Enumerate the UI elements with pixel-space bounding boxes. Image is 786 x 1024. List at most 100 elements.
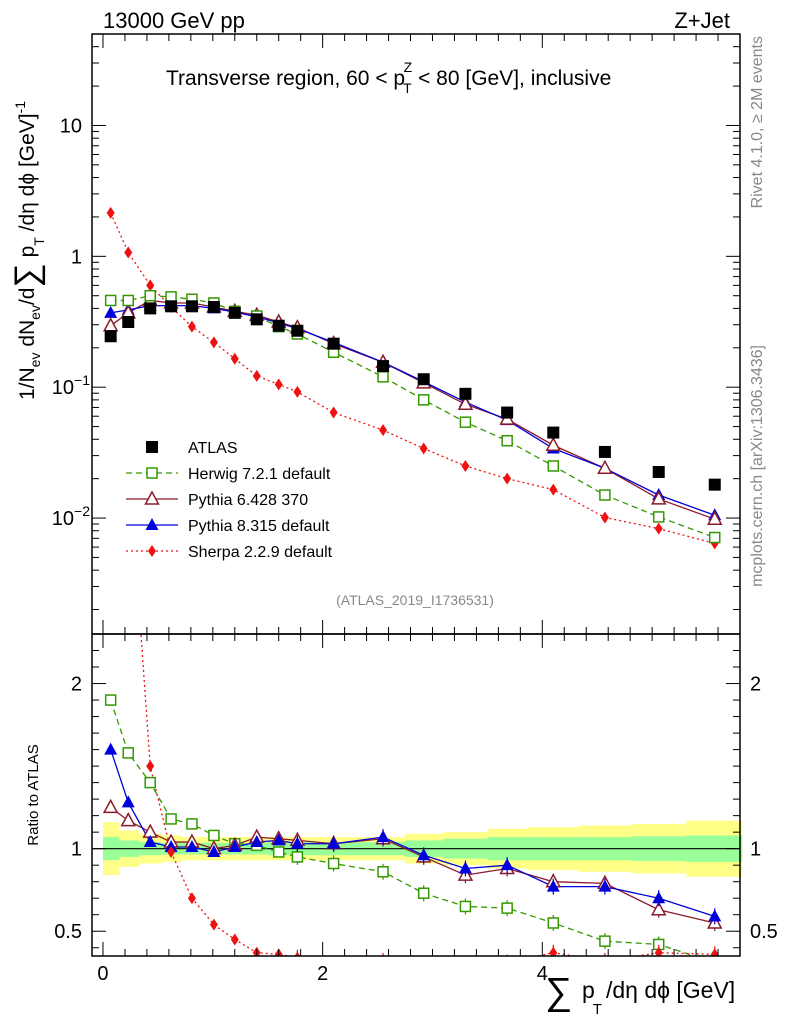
y-axis-label-main: 1/Nev dNev/d∑ pT /dη dϕ [GeV]-1	[8, 101, 47, 400]
plot-frames	[91, 33, 741, 957]
point-sherpa	[187, 320, 196, 333]
point-herwig	[122, 294, 134, 307]
point-atlas	[459, 387, 472, 400]
point-atlas	[144, 302, 157, 315]
legend-label-sherpa: Sherpa 2.2.9 default	[188, 544, 333, 561]
ratio-point-sherpa	[461, 962, 469, 974]
point-sherpa	[274, 378, 283, 391]
point-pythia6	[706, 510, 723, 525]
point-atlas	[228, 306, 241, 319]
legend-label-atlas: ATLAS	[188, 440, 238, 457]
data-series	[102, 206, 723, 974]
ratio-y-tick-label-right: 1	[750, 839, 761, 861]
ratio-point-herwig	[547, 917, 560, 929]
ratio-point-sherpa	[382, 954, 384, 956]
ratio-point-pythia8	[708, 909, 722, 922]
point-atlas	[501, 406, 514, 419]
ratio-point-pythia8	[290, 836, 304, 849]
point-herwig	[708, 531, 721, 544]
point-atlas	[547, 426, 560, 439]
point-sherpa	[419, 442, 428, 455]
point-pythia6	[545, 436, 562, 452]
y-axis-label-ratio: Ratio to ATLAS	[25, 744, 42, 845]
ratio-point-sherpa	[230, 933, 239, 946]
legend-marker-atlas	[146, 441, 158, 453]
point-pythia8	[104, 305, 118, 318]
point-sherpa	[600, 511, 609, 524]
point-sherpa	[503, 472, 512, 485]
point-sherpa	[379, 424, 388, 437]
ratio-point-herwig	[144, 776, 156, 789]
mcplots-label: mcplots.cern.ch [arXiv:1306.3436]	[749, 345, 766, 587]
legend-marker-herwig	[146, 467, 158, 479]
ratio-point-pythia8	[207, 844, 221, 857]
ratio-point-sherpa	[124, 446, 132, 458]
ratio-point-pythia8	[417, 848, 431, 861]
title-text: Transverse region, 60 < pTZ < 80 [GeV], …	[166, 59, 611, 96]
ratio-point-pythia8	[376, 830, 390, 843]
ratio-point-herwig	[710, 958, 720, 968]
ratio-y-tick-label: 1	[71, 839, 82, 861]
point-atlas	[272, 319, 285, 332]
ratio-point-pythia6	[120, 812, 137, 827]
point-sherpa	[106, 206, 115, 219]
point-sherpa	[293, 385, 302, 398]
legend-marker-pythia8	[145, 518, 159, 530]
ratio-point-herwig	[327, 857, 340, 870]
legend-label-pythia6: Pythia 6.428 370	[188, 492, 308, 509]
header-right: Z+Jet	[674, 8, 730, 33]
point-atlas	[250, 313, 263, 326]
ratio-point-herwig	[291, 851, 304, 863]
y-tick-label: 10−2	[52, 503, 90, 530]
point-atlas	[708, 478, 721, 491]
point-atlas	[377, 360, 390, 373]
legend-label-pythia8: Pythia 8.315 default	[188, 518, 330, 535]
analysis-tag: (ATLAS_2019_I1736531)	[336, 592, 494, 608]
ratio-point-herwig	[377, 866, 389, 878]
axis-ticks: 0 2 4 10−2 10−1 1 10 0.5 0.5 1 1 2 2	[52, 33, 778, 985]
y-tick-label: 1	[71, 246, 82, 268]
ratio-point-sherpa	[167, 845, 176, 858]
ratio-point-pythia6	[102, 798, 119, 814]
ratio-point-herwig	[208, 829, 220, 842]
legend-marker-sherpa	[148, 545, 156, 557]
ratio-y-tick-label: 0.5	[54, 921, 82, 943]
ratio-point-pythia6	[650, 901, 667, 916]
ratio-point-herwig	[104, 694, 117, 706]
ratio-point-pythia8	[121, 795, 135, 808]
ratio-point-sherpa	[604, 954, 606, 956]
point-atlas	[165, 300, 178, 313]
point-sherpa	[146, 279, 155, 292]
ratio-point-pythia8	[272, 833, 286, 846]
point-herwig	[652, 511, 665, 523]
point-herwig	[104, 294, 117, 307]
ratio-point-pythia8	[143, 835, 157, 848]
ratio-point-sherpa	[503, 957, 511, 969]
point-sherpa	[461, 459, 470, 472]
point-sherpa	[329, 406, 338, 419]
svg-text:∑: ∑	[545, 971, 572, 1013]
point-atlas	[598, 445, 611, 458]
ratio-point-pythia8	[185, 840, 199, 853]
point-herwig	[377, 371, 389, 383]
point-sherpa	[549, 483, 558, 496]
header-left: 13000 GeV pp	[103, 8, 245, 33]
point-herwig	[417, 394, 430, 406]
series-line-pythia6	[110, 299, 715, 520]
point-sherpa	[209, 336, 218, 349]
point-atlas	[207, 300, 220, 313]
rivet-label: Rivet 4.1.0, ≥ 2M events	[749, 36, 766, 208]
ratio-point-sherpa	[549, 946, 558, 956]
ratio-point-pythia8	[250, 835, 264, 848]
ratio-point-herwig	[272, 846, 285, 858]
point-atlas	[417, 373, 430, 386]
point-atlas	[291, 324, 304, 337]
point-pythia6	[650, 490, 667, 505]
ratio-point-sherpa	[420, 958, 428, 970]
point-herwig	[501, 434, 513, 447]
ratio-point-herwig	[417, 887, 430, 900]
point-pythia6	[102, 317, 119, 332]
point-herwig	[599, 489, 611, 501]
point-pythia6	[597, 459, 613, 475]
